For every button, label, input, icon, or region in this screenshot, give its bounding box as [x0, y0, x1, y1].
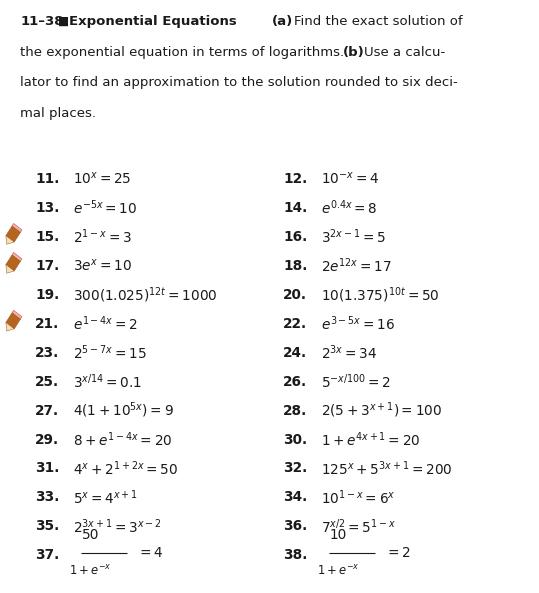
- Text: $2^{3x+1} = 3^{x-2}$: $2^{3x+1} = 3^{x-2}$: [73, 517, 161, 535]
- Text: 12.: 12.: [283, 172, 307, 186]
- Text: $e^{3-5x} = 16$: $e^{3-5x} = 16$: [321, 314, 395, 333]
- Text: $e^{1-4x} = 2$: $e^{1-4x} = 2$: [73, 314, 137, 333]
- Text: mal places.: mal places.: [20, 107, 96, 120]
- Text: 17.: 17.: [35, 259, 59, 273]
- Text: 31.: 31.: [35, 461, 59, 476]
- Text: 22.: 22.: [283, 317, 307, 331]
- Text: $2^{3x} = 34$: $2^{3x} = 34$: [321, 343, 377, 362]
- Text: Exponential Equations: Exponential Equations: [69, 15, 237, 28]
- Text: 25.: 25.: [35, 375, 59, 388]
- Text: 27.: 27.: [35, 404, 59, 417]
- Text: 38.: 38.: [283, 549, 307, 562]
- Text: 50: 50: [82, 528, 99, 542]
- Text: 13.: 13.: [35, 201, 59, 215]
- Text: 18.: 18.: [283, 259, 307, 273]
- Text: $4^x + 2^{1+2x} = 50$: $4^x + 2^{1+2x} = 50$: [73, 459, 178, 478]
- Text: 35.: 35.: [35, 519, 59, 533]
- Text: (a): (a): [272, 15, 293, 28]
- Text: 11–38: 11–38: [20, 15, 64, 28]
- Polygon shape: [6, 264, 14, 273]
- Text: 30.: 30.: [283, 432, 307, 447]
- Polygon shape: [12, 224, 22, 232]
- Polygon shape: [12, 253, 22, 262]
- Text: $5^x = 4^{x+1}$: $5^x = 4^{x+1}$: [73, 488, 137, 506]
- Polygon shape: [12, 310, 22, 319]
- Text: $10(1.375)^{10t} = 50$: $10(1.375)^{10t} = 50$: [321, 285, 439, 305]
- Text: $10^x = 25$: $10^x = 25$: [73, 171, 131, 187]
- Text: 33.: 33.: [35, 490, 59, 505]
- Text: $= 4$: $= 4$: [137, 546, 164, 560]
- Text: $300(1.025)^{12t} = 1000$: $300(1.025)^{12t} = 1000$: [73, 285, 217, 305]
- Text: $5^{-x/100} = 2$: $5^{-x/100} = 2$: [321, 372, 391, 391]
- Text: $2^{1-x} = 3$: $2^{1-x} = 3$: [73, 228, 132, 246]
- Polygon shape: [6, 235, 14, 244]
- Polygon shape: [6, 226, 20, 242]
- Text: $= 2$: $= 2$: [385, 546, 411, 560]
- Text: $1 + e^{-x}$: $1 + e^{-x}$: [317, 564, 360, 578]
- Text: $2e^{12x} = 17$: $2e^{12x} = 17$: [321, 257, 391, 275]
- Text: $10^{1-x} = 6^x$: $10^{1-x} = 6^x$: [321, 488, 395, 506]
- Text: 24.: 24.: [283, 346, 307, 360]
- Text: $2^{5-7x} = 15$: $2^{5-7x} = 15$: [73, 343, 147, 362]
- Text: 34.: 34.: [283, 490, 307, 505]
- Text: $e^{0.4x} = 8$: $e^{0.4x} = 8$: [321, 199, 377, 217]
- Text: $7^{x/2} = 5^{1-x}$: $7^{x/2} = 5^{1-x}$: [321, 517, 396, 535]
- Text: 21.: 21.: [35, 317, 59, 331]
- Text: Use a calcu-: Use a calcu-: [364, 46, 446, 59]
- Text: $8 + e^{1-4x} = 20$: $8 + e^{1-4x} = 20$: [73, 431, 172, 449]
- Text: $3^{2x-1} = 5$: $3^{2x-1} = 5$: [321, 228, 385, 246]
- Text: $1 + e^{-x}$: $1 + e^{-x}$: [69, 564, 112, 578]
- Polygon shape: [6, 313, 20, 329]
- Text: 16.: 16.: [283, 230, 307, 244]
- Text: 10: 10: [330, 528, 347, 542]
- Text: $3e^x = 10$: $3e^x = 10$: [73, 258, 132, 274]
- Text: 29.: 29.: [35, 432, 59, 447]
- Text: lator to find an approximation to the solution rounded to six deci-: lator to find an approximation to the so…: [20, 76, 458, 90]
- Text: 19.: 19.: [35, 288, 59, 302]
- Text: Find the exact solution of: Find the exact solution of: [294, 15, 462, 28]
- Text: $1 + e^{4x+1} = 20$: $1 + e^{4x+1} = 20$: [321, 431, 420, 449]
- Text: $125^x + 5^{3x+1} = 200$: $125^x + 5^{3x+1} = 200$: [321, 459, 452, 478]
- Text: $4(1 + 10^{5x}) = 9$: $4(1 + 10^{5x}) = 9$: [73, 401, 174, 420]
- Text: the exponential equation in terms of logarithms.: the exponential equation in terms of log…: [20, 46, 344, 59]
- Text: 14.: 14.: [283, 201, 307, 215]
- Text: $e^{-5x} = 10$: $e^{-5x} = 10$: [73, 199, 137, 217]
- Text: 28.: 28.: [283, 404, 307, 417]
- Text: ■: ■: [58, 15, 70, 28]
- Text: 23.: 23.: [35, 346, 59, 360]
- Text: (b): (b): [343, 46, 364, 59]
- Text: 26.: 26.: [283, 375, 307, 388]
- Text: 36.: 36.: [283, 519, 307, 533]
- Text: $2(5 + 3^{x+1}) = 100$: $2(5 + 3^{x+1}) = 100$: [321, 401, 442, 420]
- Text: 32.: 32.: [283, 461, 307, 476]
- Text: 20.: 20.: [283, 288, 307, 302]
- Text: $3^{x/14} = 0.1$: $3^{x/14} = 0.1$: [73, 372, 142, 391]
- Polygon shape: [6, 323, 14, 331]
- Text: $10^{-x} = 4$: $10^{-x} = 4$: [321, 171, 379, 187]
- Polygon shape: [6, 255, 20, 271]
- Text: 37.: 37.: [35, 549, 59, 562]
- Text: 15.: 15.: [35, 230, 59, 244]
- Text: 11.: 11.: [35, 172, 59, 186]
